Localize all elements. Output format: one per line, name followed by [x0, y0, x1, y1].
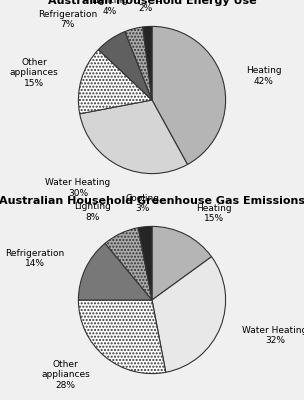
Wedge shape	[105, 228, 152, 300]
Text: Other
appliances
28%: Other appliances 28%	[41, 360, 90, 390]
Title: Australian Household Greenhouse Gas Emissions: Australian Household Greenhouse Gas Emis…	[0, 196, 304, 206]
Wedge shape	[78, 243, 152, 300]
Wedge shape	[125, 27, 152, 100]
Wedge shape	[152, 226, 212, 300]
Text: Other
appliances
15%: Other appliances 15%	[10, 58, 59, 88]
Text: Heating
15%: Heating 15%	[196, 204, 232, 223]
Wedge shape	[152, 257, 226, 372]
Wedge shape	[78, 300, 166, 374]
Text: Cooling
2%: Cooling 2%	[129, 0, 163, 13]
Wedge shape	[138, 226, 152, 300]
Wedge shape	[80, 100, 188, 174]
Text: Lighting
8%: Lighting 8%	[74, 202, 111, 222]
Title: Australian Household Energy Use: Australian Household Energy Use	[48, 0, 256, 6]
Text: Refrigeration
14%: Refrigeration 14%	[5, 249, 64, 268]
Wedge shape	[152, 26, 226, 164]
Text: Water Heating
30%: Water Heating 30%	[45, 178, 111, 198]
Text: Lighting
4%: Lighting 4%	[91, 0, 128, 16]
Wedge shape	[78, 50, 152, 114]
Text: Cooling
3%: Cooling 3%	[126, 194, 160, 213]
Wedge shape	[98, 32, 152, 100]
Text: Refrigeration
7%: Refrigeration 7%	[38, 10, 97, 29]
Wedge shape	[143, 26, 152, 100]
Text: Water Heating
32%: Water Heating 32%	[242, 326, 304, 346]
Text: Heating
42%: Heating 42%	[246, 66, 282, 86]
